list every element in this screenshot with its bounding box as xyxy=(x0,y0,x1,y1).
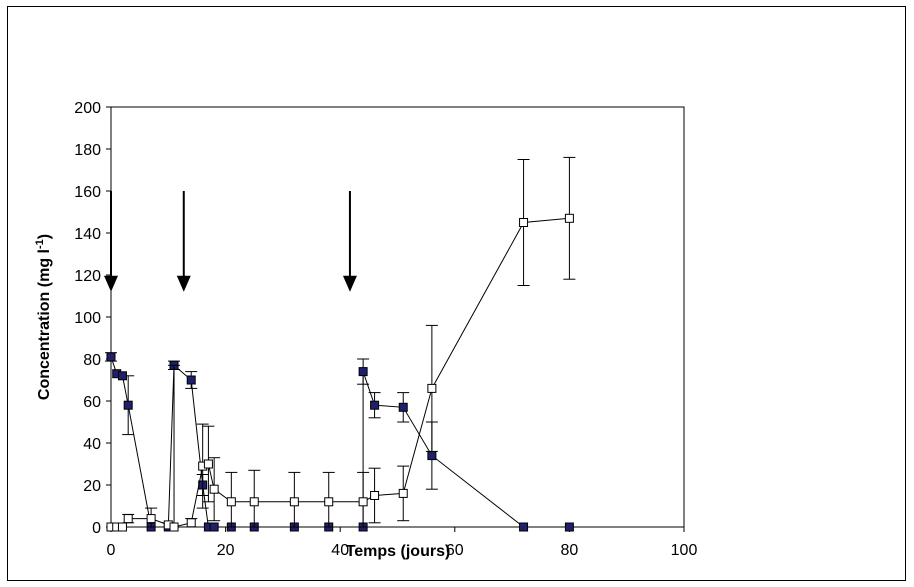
data-point xyxy=(370,491,380,500)
series-1 xyxy=(106,156,576,532)
series-0 xyxy=(105,352,574,532)
plot-area xyxy=(110,106,685,528)
data-point xyxy=(106,352,116,362)
data-point xyxy=(427,451,437,461)
data-point xyxy=(398,488,408,498)
data-point xyxy=(564,522,574,532)
y-tick-label: 100 xyxy=(74,310,101,327)
data-point xyxy=(289,497,299,507)
x-axis-ticks: 0 20 40 60 80 100 xyxy=(107,527,698,559)
event-arrow xyxy=(342,191,357,292)
data-point xyxy=(324,497,334,507)
data-point xyxy=(519,522,529,532)
data-point xyxy=(427,383,437,393)
y-axis-title-main: Concentration (mg l xyxy=(36,249,53,400)
data-point xyxy=(519,218,529,227)
y-tick-label: 180 xyxy=(74,142,101,159)
plot-border xyxy=(110,106,685,528)
y-axis-title: Concentration (mg l-1) xyxy=(34,234,53,400)
arrow-head xyxy=(342,275,357,292)
y-tick-label: 80 xyxy=(83,352,101,369)
data-point xyxy=(209,484,219,494)
event-arrow xyxy=(176,191,191,292)
y-axis-ticks: 0 20 40 60 80 100 120 140 160 180 200 xyxy=(74,100,111,537)
data-point xyxy=(249,497,259,507)
data-point xyxy=(169,522,179,532)
event-arrows xyxy=(104,191,357,292)
y-tick-label: 0 xyxy=(92,520,101,537)
data-point xyxy=(226,497,236,507)
x-axis-title: Temps (jours) xyxy=(346,543,451,560)
y-tick-label: 140 xyxy=(74,226,101,243)
y-axis-title-close: ) xyxy=(36,234,53,239)
y-tick-label: 60 xyxy=(83,394,101,411)
y-tick-label: 120 xyxy=(74,268,101,285)
data-point xyxy=(123,514,133,524)
data-point xyxy=(358,367,368,377)
data-point xyxy=(146,514,156,524)
x-tick-label: 0 xyxy=(107,542,116,559)
y-tick-label: 20 xyxy=(83,478,101,495)
data-point xyxy=(117,522,127,532)
data-point xyxy=(117,371,127,381)
x-tick-label: 100 xyxy=(671,542,698,559)
data-point xyxy=(186,518,196,528)
data-point xyxy=(203,459,213,469)
arrow-head xyxy=(176,275,191,292)
data-point xyxy=(209,522,219,532)
x-tick-label: 80 xyxy=(561,542,579,559)
data-point xyxy=(564,213,574,223)
data-point xyxy=(123,400,133,410)
y-tick-label: 40 xyxy=(83,436,101,453)
series-line xyxy=(110,356,570,528)
arrow-head xyxy=(104,275,118,292)
chart-frame xyxy=(7,6,906,581)
x-tick-label: 60 xyxy=(446,542,464,559)
y-axis-title-superscript: -1 xyxy=(34,239,46,249)
series-layer xyxy=(105,156,576,532)
x-tick-label: 40 xyxy=(331,542,349,559)
data-point xyxy=(358,497,368,507)
y-tick-label: 160 xyxy=(74,184,101,201)
data-point xyxy=(398,402,408,412)
data-point xyxy=(370,400,380,410)
data-point xyxy=(186,375,196,385)
x-tick-label: 20 xyxy=(217,542,235,559)
event-arrow xyxy=(104,191,118,292)
series-line xyxy=(111,217,570,528)
y-tick-label: 200 xyxy=(74,100,101,117)
